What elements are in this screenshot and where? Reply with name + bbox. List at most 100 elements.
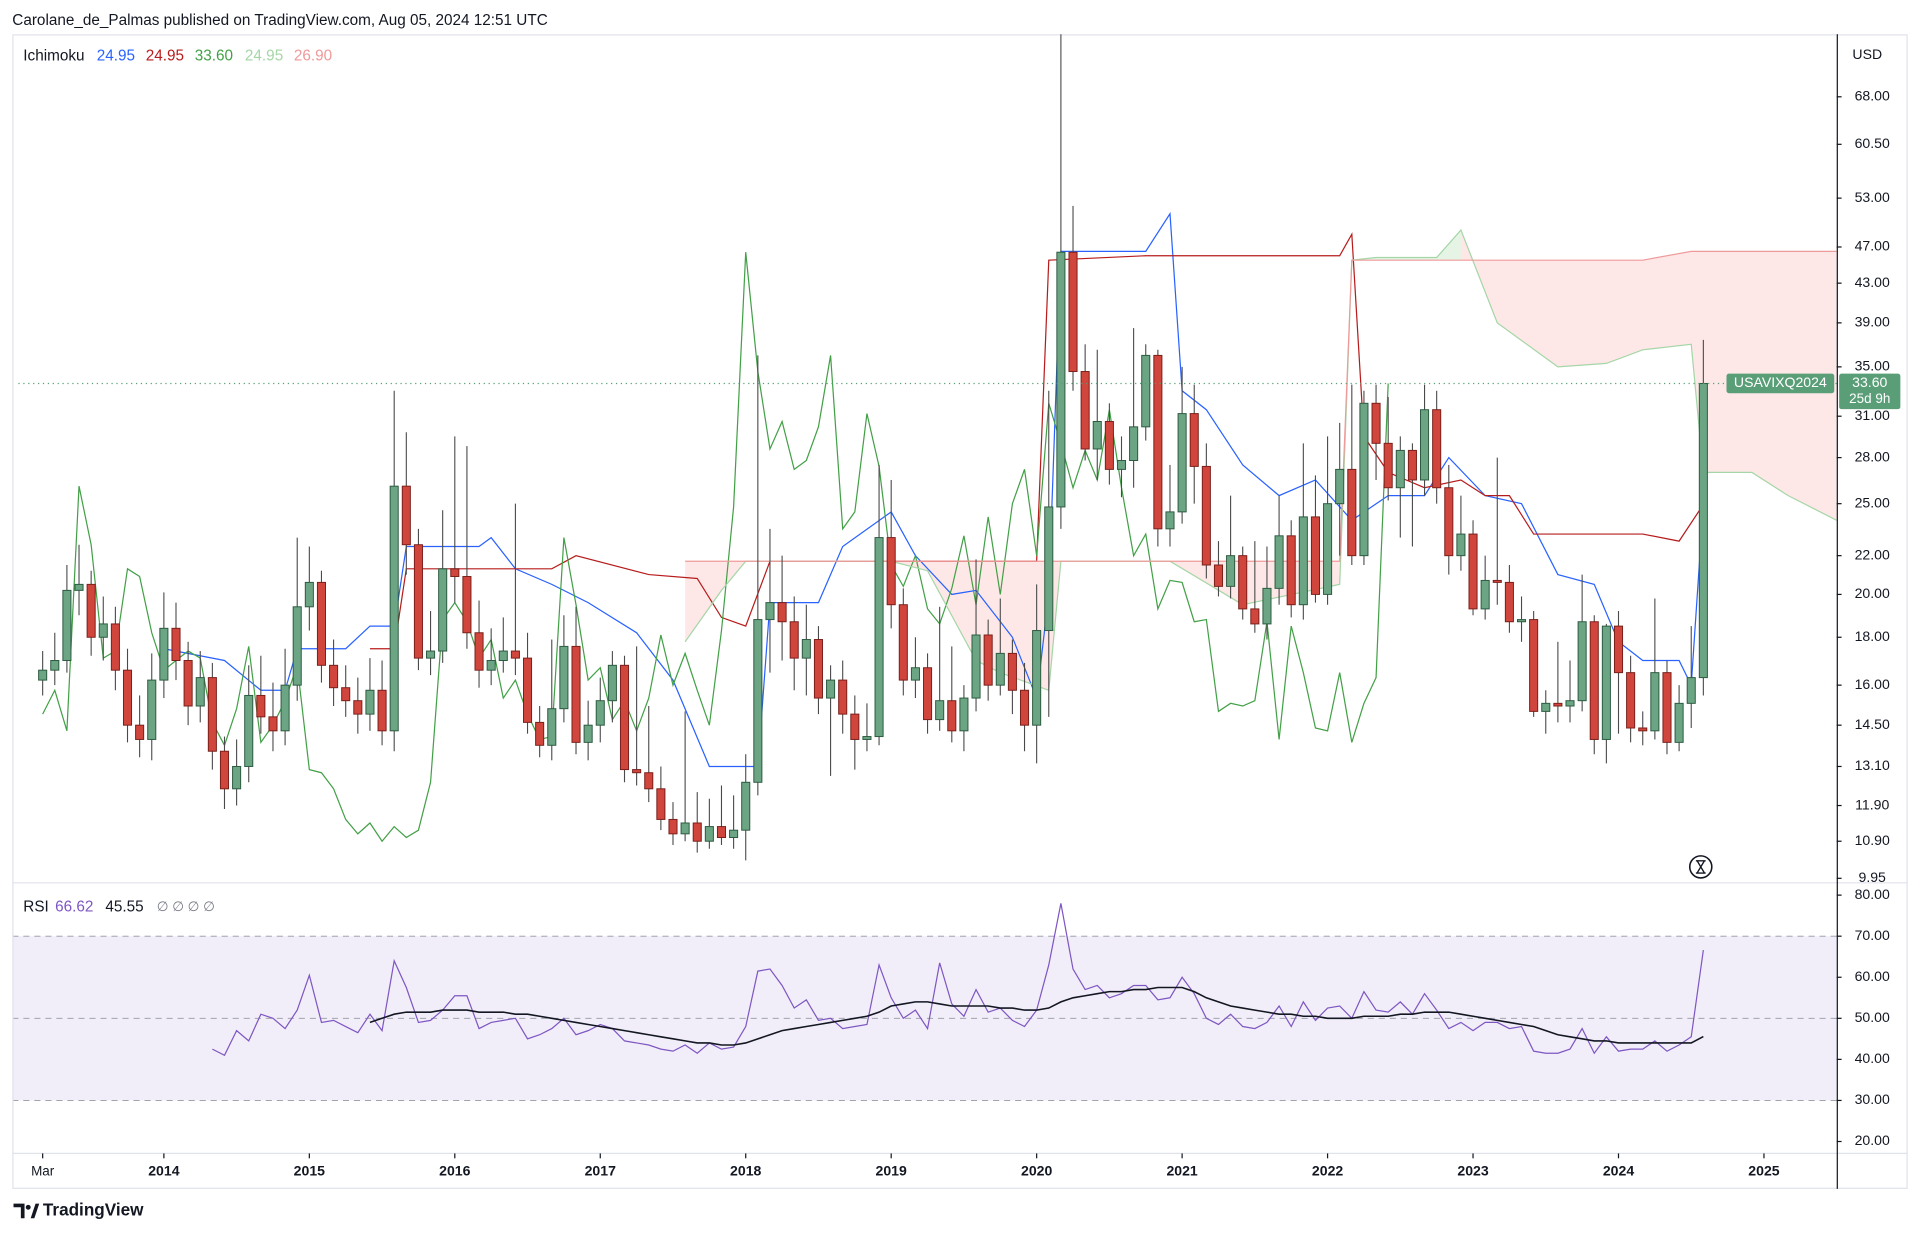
- candle-body: [595, 700, 605, 726]
- candle-body: [777, 602, 787, 623]
- candle-body: [704, 826, 714, 842]
- y-tick-label: 30.00: [1855, 1091, 1890, 1107]
- candle-body: [668, 818, 678, 835]
- candle-body: [1407, 449, 1417, 481]
- cloud-fill: [1497, 260, 1558, 367]
- candle-body: [1432, 409, 1442, 489]
- y-tick-label: 43.00: [1855, 274, 1890, 290]
- candle-body: [995, 652, 1005, 686]
- last-price-label: 33.60: [1852, 374, 1887, 390]
- candle-body: [765, 602, 775, 621]
- x-tick-label: Mar: [31, 1163, 55, 1178]
- candle-body: [1189, 413, 1199, 467]
- symbol-box: [1726, 373, 1835, 394]
- y-tick-label: 53.00: [1855, 189, 1890, 205]
- y-tick-label: 80.00: [1855, 886, 1890, 902]
- candle-body: [1177, 413, 1187, 513]
- candle-body: [38, 669, 48, 681]
- candle-body: [1213, 564, 1224, 587]
- candle-body: [1359, 402, 1369, 557]
- y-tick-label: 50.00: [1855, 1009, 1890, 1025]
- y-tick-label: 18.00: [1855, 628, 1890, 644]
- candle-body: [462, 576, 472, 634]
- candle-body: [1589, 621, 1599, 740]
- candle-body: [86, 583, 96, 638]
- y-tick-label: 35.00: [1855, 358, 1890, 374]
- indicator-name: Ichimoku: [23, 47, 84, 64]
- candle-body: [341, 687, 351, 702]
- candle-body: [1080, 371, 1090, 450]
- rsi-band-fill: [13, 936, 1837, 1101]
- y-tick-label: 31.00: [1855, 407, 1890, 423]
- ichimoku-line: [369, 232, 1704, 650]
- axes: 9.95 10.90 11.90 13.10 14.50 16.00 18.00 20.00 2…: [31, 47, 1901, 1178]
- candle-body: [1274, 535, 1284, 589]
- indicator-legend-value: 24.95: [146, 47, 184, 64]
- cloud-fill: [1703, 251, 1752, 473]
- candle-body: [1032, 630, 1042, 726]
- candle-body: [183, 660, 193, 707]
- candle-body: [1165, 511, 1175, 530]
- candle-body: [741, 781, 751, 831]
- candle-body: [1601, 625, 1611, 740]
- y-tick-label: 14.50: [1855, 716, 1890, 732]
- candle-body: [923, 667, 933, 721]
- y-tick-label: 9.95: [1858, 869, 1886, 885]
- replay-icon[interactable]: [1688, 855, 1713, 879]
- candle-body: [1201, 465, 1211, 566]
- x-tick-label: 2019: [876, 1162, 907, 1178]
- x-tick-label: 2017: [585, 1162, 616, 1178]
- candle-body: [1650, 672, 1660, 732]
- candle-body: [62, 589, 72, 661]
- candle-body: [716, 826, 727, 839]
- candle-body: [547, 708, 557, 746]
- y-tick-label: 60.50: [1855, 135, 1890, 151]
- footer-brand: TradingView: [43, 1199, 144, 1219]
- symbol-label: USAVIXQ2024: [1734, 374, 1827, 390]
- candle-body: [232, 765, 242, 790]
- last-price-box: [1839, 373, 1901, 410]
- ichimoku-line: [42, 252, 1389, 843]
- candle-body: [1056, 251, 1066, 508]
- countdown-label: 25d 9h: [1849, 391, 1890, 406]
- candle-body: [498, 650, 508, 661]
- candle-body: [583, 724, 593, 743]
- candle-body: [692, 822, 702, 842]
- candle-body: [50, 660, 60, 671]
- x-tick-label: 2020: [1021, 1162, 1052, 1178]
- cloud-fill: [1642, 251, 1692, 350]
- candle-body: [1226, 555, 1236, 587]
- x-tick-label: 2022: [1312, 1162, 1343, 1178]
- candle-body: [450, 568, 460, 578]
- x-tick-label: 2018: [730, 1162, 761, 1178]
- candle-body: [244, 694, 254, 767]
- candle-body: [1347, 468, 1357, 557]
- candle-body: [1480, 579, 1490, 610]
- candle-body: [1698, 382, 1708, 679]
- indicator-legend-value: 24.95: [97, 47, 135, 64]
- candle-body: [1383, 442, 1393, 489]
- candle-body: [789, 621, 799, 659]
- candle-body: [1141, 354, 1151, 428]
- candle-body: [1104, 421, 1114, 470]
- candle-body: [910, 667, 920, 681]
- candle-body: [607, 664, 617, 702]
- candle-body: [886, 537, 896, 606]
- candle-body: [959, 697, 969, 732]
- footer-logo: [13, 1203, 40, 1219]
- candle-body: [535, 721, 545, 746]
- cloud-fill: [1376, 257, 1437, 261]
- candle-body: [1116, 460, 1127, 470]
- candle-body: [292, 606, 302, 686]
- candle-body: [1153, 354, 1163, 530]
- y-tick-label: 60.00: [1855, 968, 1890, 984]
- candle-body: [874, 537, 884, 738]
- candle-body: [619, 664, 630, 771]
- candle-body: [1662, 672, 1672, 743]
- cloud-fill: [685, 561, 722, 642]
- candle-body: [268, 716, 278, 732]
- indicator-legend-value: 24.95: [245, 47, 283, 64]
- candle-body: [98, 623, 108, 638]
